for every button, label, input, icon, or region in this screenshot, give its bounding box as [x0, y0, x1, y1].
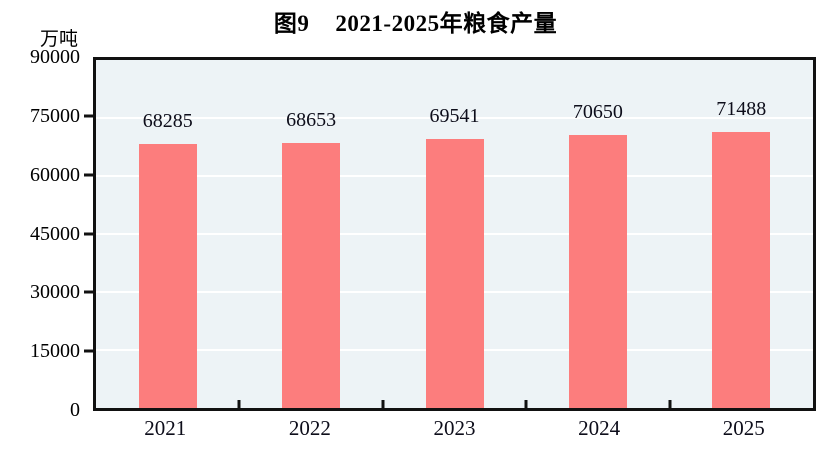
chart-title: 图9 2021-2025年粮食产量: [0, 4, 831, 38]
y-axis-tick-labels: 90000 75000 60000 45000 30000 15000 0: [0, 47, 80, 420]
x-axis-tick-label-2024: 2024: [578, 416, 621, 440]
x-axis-tick-mark-4: [668, 400, 672, 408]
y-axis-tick-mark-45000: [84, 232, 93, 235]
gridline-75000: [96, 117, 813, 119]
y-axis-tick-mark-75000: [84, 114, 93, 118]
x-axis-tick-label-2025: 2025: [722, 416, 765, 440]
x-axis-tick-labels: 2021 2022 2023 2024 2025: [93, 416, 816, 446]
y-axis-tick-label-0: 0: [70, 399, 80, 421]
x-axis-tick-label-2022: 2022: [288, 416, 331, 440]
bar-value-label-2023: 69541: [429, 105, 480, 128]
y-axis-tick-mark-30000: [84, 290, 93, 294]
x-axis-tick-mark-2: [381, 400, 385, 408]
bar-2021: [138, 143, 197, 408]
x-axis-tick-mark-3: [524, 400, 528, 408]
y-axis-tick-mark-60000: [84, 173, 93, 177]
bar-value-label-2021: 68285: [142, 109, 193, 132]
chart-title-text: 2021-2025年粮食产量: [335, 11, 558, 36]
bar-2024: [568, 134, 627, 408]
bar-value-label-2024: 70650: [572, 100, 623, 123]
y-axis-tick-label-60000: 60000: [30, 163, 80, 186]
bar-value-label-2025: 71488: [716, 97, 767, 120]
plot-area: 68285 68653 69541 70650 71488: [93, 57, 816, 411]
y-axis-tick-label-90000: 90000: [30, 46, 80, 68]
bar-2022: [282, 142, 341, 408]
chart-title-prefix: 图9: [273, 11, 310, 36]
y-axis-unit-label: 万吨: [39, 29, 78, 50]
y-axis-tick-label-15000: 15000: [30, 340, 80, 363]
x-axis-tick-label-2023: 2023: [433, 416, 476, 440]
bar-2023: [425, 139, 484, 408]
x-axis-tick-mark-1: [237, 400, 241, 408]
bar-value-label-2022: 68653: [286, 108, 337, 131]
y-axis-tick-label-30000: 30000: [30, 281, 80, 304]
y-axis-tick-label-45000: 45000: [30, 222, 80, 245]
y-axis-tick-label-75000: 75000: [30, 104, 80, 127]
bar-2025: [712, 131, 771, 408]
x-axis-tick-label-2021: 2021: [144, 416, 187, 440]
y-axis-tick-mark-15000: [84, 349, 93, 353]
